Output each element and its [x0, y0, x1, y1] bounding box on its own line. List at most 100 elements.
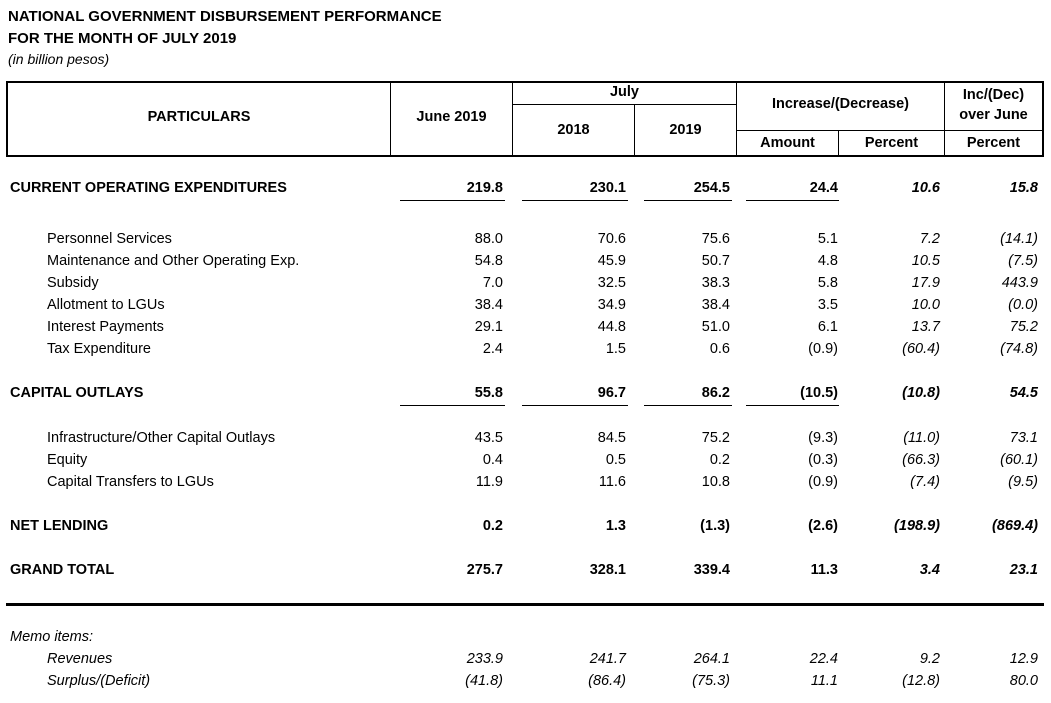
row-value: 1.5: [605, 341, 626, 357]
row-value: (0.9): [808, 341, 838, 357]
row-value: (198.9): [894, 518, 940, 534]
row-value: (10.8): [902, 385, 940, 401]
subtotal-underline: [746, 405, 839, 406]
header-particulars: PARTICULARS: [147, 109, 251, 125]
row-value: 6.1: [817, 319, 838, 335]
header-2018: 2018: [557, 122, 590, 138]
row-value: 17.9: [911, 275, 940, 291]
memo-heading: Memo items:: [10, 629, 93, 645]
row-value: 75.2: [701, 430, 730, 446]
memo-value: 233.9: [466, 651, 503, 667]
row-value: 13.7: [911, 319, 940, 335]
row-value: (14.1): [1000, 231, 1038, 247]
row-value: 0.4: [482, 452, 503, 468]
row-value: 5.8: [817, 275, 838, 291]
subtotal-underline: [644, 405, 732, 406]
row-value: 44.8: [597, 319, 626, 335]
row-value: 254.5: [693, 180, 730, 196]
row-label: Capital Transfers to LGUs: [47, 474, 214, 490]
memo-value: (12.8): [902, 673, 940, 689]
row-label: Equity: [47, 452, 88, 468]
row-label: Allotment to LGUs: [47, 297, 165, 313]
row-label: Infrastructure/Other Capital Outlays: [47, 430, 276, 446]
row-value: (0.3): [808, 452, 838, 468]
row-value: (9.5): [1008, 474, 1038, 490]
header-amount: Amount: [760, 135, 815, 151]
row-label: NET LENDING: [10, 518, 109, 534]
memo-label: Surplus/(Deficit): [47, 673, 151, 689]
memo-value: 241.7: [589, 651, 626, 667]
memo-label: Revenues: [47, 651, 113, 667]
header-percent-june: Percent: [966, 135, 1021, 151]
row-value: 88.0: [474, 231, 503, 247]
row-label: Interest Payments: [47, 319, 164, 335]
row-value: (60.4): [902, 341, 940, 357]
row-value: (1.3): [700, 518, 730, 534]
row-label: Maintenance and Other Operating Exp.: [47, 253, 300, 269]
memo-value: 264.1: [693, 651, 730, 667]
row-label: CAPITAL OUTLAYS: [10, 385, 144, 401]
row-label: Tax Expenditure: [47, 341, 151, 357]
row-value: 38.3: [701, 275, 730, 291]
row-value: 38.4: [701, 297, 730, 313]
row-value: 0.2: [482, 518, 503, 534]
subtotal-underline: [400, 200, 505, 201]
row-value: 219.8: [466, 180, 503, 196]
row-value: 84.5: [597, 430, 626, 446]
report-subtitle: FOR THE MONTH OF JULY 2019: [8, 30, 237, 47]
subtotal-underline: [522, 200, 628, 201]
row-value: 11.6: [598, 474, 626, 490]
row-value: 96.7: [597, 385, 626, 401]
row-value: 29.1: [474, 319, 503, 335]
row-value: 339.4: [693, 562, 730, 578]
row-value: 2.4: [482, 341, 503, 357]
report-title: NATIONAL GOVERNMENT DISBURSEMENT PERFORM…: [8, 8, 442, 25]
row-value: 11.3: [810, 562, 838, 578]
header-july: July: [609, 84, 639, 100]
row-value: 7.2: [919, 231, 940, 247]
memo-value: 22.4: [809, 651, 838, 667]
memo-value: (86.4): [588, 673, 626, 689]
row-value: (11.0): [903, 430, 940, 446]
row-value: 10.8: [701, 474, 730, 490]
row-value: 230.1: [589, 180, 626, 196]
row-value: 10.6: [911, 180, 940, 196]
row-value: 51.0: [701, 319, 730, 335]
row-value: 34.9: [597, 297, 626, 313]
row-value: (869.4): [992, 518, 1038, 534]
row-value: 54.5: [1009, 385, 1038, 401]
row-value: 24.4: [809, 180, 838, 196]
row-value: 0.2: [709, 452, 730, 468]
memo-value: (41.8): [465, 673, 503, 689]
row-value: 54.8: [474, 253, 503, 269]
row-value: (7.4): [910, 474, 940, 490]
row-value: (60.1): [1000, 452, 1038, 468]
row-value: 75.6: [701, 231, 730, 247]
header-inc-over-june-2: over June: [959, 107, 1028, 123]
row-label: CURRENT OPERATING EXPENDITURES: [10, 180, 287, 196]
row-value: 11.9: [475, 474, 503, 490]
header-2019: 2019: [669, 122, 702, 138]
row-value: (66.3): [902, 452, 940, 468]
memo-value: 9.2: [919, 651, 940, 667]
unit-note: (in billion pesos): [8, 51, 110, 67]
row-value: 10.0: [911, 297, 940, 313]
row-value: 328.1: [589, 562, 626, 578]
row-value: 38.4: [474, 297, 503, 313]
row-value: (9.3): [808, 430, 838, 446]
row-value: 10.5: [911, 253, 940, 269]
header-inc-over-june-1: Inc/(Dec): [962, 87, 1025, 103]
row-value: 275.7: [466, 562, 503, 578]
row-value: 3.4: [919, 562, 940, 578]
subtotal-underline: [644, 200, 732, 201]
row-value: 50.7: [701, 253, 730, 269]
row-label: GRAND TOTAL: [10, 562, 115, 578]
memo-value: 12.9: [1009, 651, 1038, 667]
row-value: 4.8: [817, 253, 838, 269]
row-label: Personnel Services: [47, 231, 172, 247]
memo-value: 11.1: [810, 673, 838, 689]
row-value: (10.5): [800, 385, 838, 401]
row-label: Subsidy: [47, 275, 99, 291]
row-value: 15.8: [1009, 180, 1038, 196]
row-value: 1.3: [605, 518, 626, 534]
